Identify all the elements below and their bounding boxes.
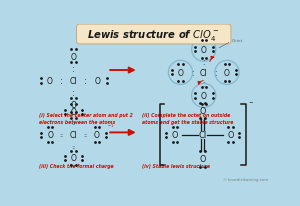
Text: :: : [214,69,216,77]
Text: :: : [202,57,205,67]
Text: ::: :: [71,145,76,150]
Text: O: O [201,46,207,54]
Text: O: O [95,77,101,85]
Text: O: O [46,77,52,85]
FancyBboxPatch shape [76,25,231,45]
Text: ::: :: [59,133,64,138]
Text: ::: :: [71,121,76,126]
Text: :: : [191,69,194,77]
Text: $^-$: $^-$ [248,98,255,107]
Text: O: O [70,52,76,61]
Text: :: : [60,77,63,85]
Text: :: : [72,89,75,97]
Text: Cl: Cl [200,69,208,77]
Text: $^{-1}$: $^{-1}$ [106,123,114,128]
Text: O: O [70,108,76,117]
Text: Cl: Cl [199,131,207,139]
Text: Cl: Cl [70,77,77,85]
Text: O: O [224,69,230,77]
Text: (iii) Check the formal charge: (iii) Check the formal charge [39,163,114,168]
Text: (i) Select the center atom and put 2
electrons between the atoms: (i) Select the center atom and put 2 ele… [39,113,133,124]
Text: O: O [200,155,206,164]
Text: O: O [70,154,76,163]
Text: O: O [200,107,206,115]
Text: O: O [172,131,178,139]
Text: ::: :: [83,133,88,138]
Text: © knordislearning.com: © knordislearning.com [223,178,268,181]
Text: O: O [94,131,100,139]
Text: O: O [201,91,207,101]
Text: O: O [47,131,53,139]
Text: Cl: Cl [70,131,77,139]
Text: O: O [178,69,183,77]
Text: Lewis structure of $\mathit{ClO_4^-}$: Lewis structure of $\mathit{ClO_4^-}$ [87,27,220,42]
Text: (ii) Complete the octet on outside
atoms and get the stable structure: (ii) Complete the octet on outside atoms… [142,113,233,124]
Text: O: O [227,131,234,139]
Text: O: O [70,101,76,110]
Text: :: : [72,65,75,74]
Text: (iv) Stable lewis structure: (iv) Stable lewis structure [142,163,210,168]
Text: Octet: Octet [232,39,243,43]
Text: :: : [202,80,205,89]
Text: :: : [84,77,87,85]
